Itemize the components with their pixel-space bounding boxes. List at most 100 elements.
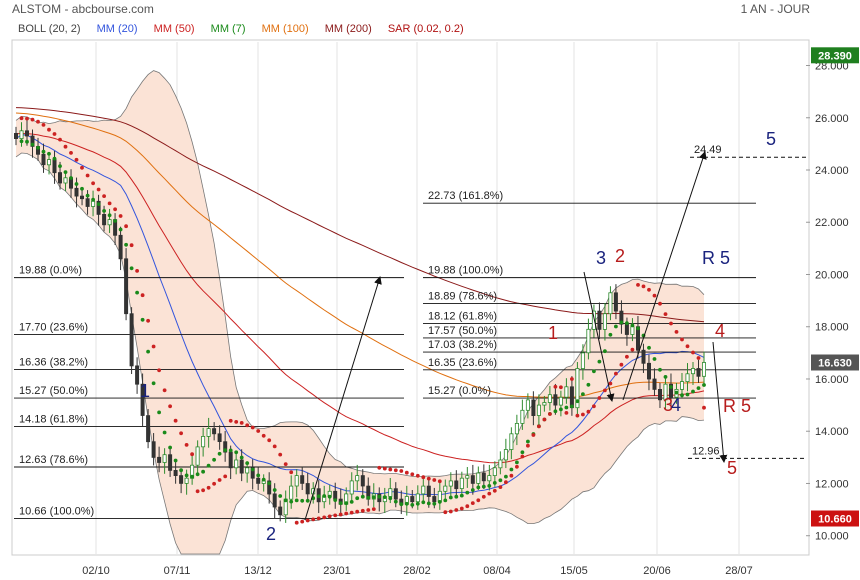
sar-dot	[498, 485, 503, 489]
fib-level-label: 17.57 (50.0%)	[428, 325, 497, 337]
mm7-dot	[80, 186, 84, 191]
mm7-dot	[333, 498, 338, 502]
price-badge	[811, 510, 859, 527]
fib-level-label: 14.18 (61.8%)	[19, 414, 88, 426]
sar-dot	[448, 509, 453, 514]
sar-dot	[41, 123, 46, 127]
bollinger-lower-line	[15, 152, 705, 555]
mm7-dot	[652, 357, 657, 361]
candle-body	[201, 435, 206, 448]
candle-body	[685, 373, 690, 382]
sar-dot	[349, 510, 354, 515]
sar-dot	[515, 464, 519, 469]
candle-body	[52, 159, 57, 174]
mm7-dot	[140, 317, 145, 322]
sar-dot	[509, 473, 514, 478]
candle-body	[564, 386, 569, 398]
candle-body	[300, 475, 305, 484]
sar-dot	[239, 421, 244, 425]
sar-dot	[625, 354, 629, 359]
candle-body	[234, 459, 239, 469]
candle-body	[393, 488, 398, 500]
sar-dot	[377, 465, 382, 470]
mm7-dot	[69, 176, 73, 180]
mm7-dot	[19, 139, 24, 144]
candle-body	[487, 475, 492, 482]
wave-label: 5	[727, 458, 737, 478]
sar-dot	[300, 519, 305, 524]
sar-dot	[581, 412, 585, 417]
mm7-dot	[630, 323, 635, 328]
candle-body	[355, 475, 360, 482]
mm7-dot	[382, 495, 387, 499]
candle-body	[696, 368, 701, 377]
mm7-dot	[272, 488, 277, 492]
mm7-dot	[107, 213, 112, 218]
sar-dot	[107, 201, 112, 206]
sar-dot	[658, 301, 662, 306]
candle-body	[157, 456, 162, 463]
sar-dot	[548, 412, 552, 416]
sar-dot	[173, 418, 178, 423]
sar-dot	[140, 293, 145, 298]
sar-dot	[316, 516, 321, 521]
fib-level-label: 16.36 (38.2%)	[19, 357, 88, 369]
candle-body	[140, 383, 145, 416]
mm7-dot	[465, 490, 470, 495]
sar-dot	[36, 119, 40, 124]
candle-body	[162, 454, 167, 463]
mm7-dot	[459, 493, 464, 498]
mm7-dot	[294, 498, 299, 503]
mm7-dot	[223, 448, 228, 452]
mm7-dot	[388, 496, 393, 501]
mm7-dot	[564, 405, 569, 410]
mm7-dot	[559, 407, 563, 412]
mm7-dot	[509, 467, 514, 472]
mm7-dot	[360, 494, 365, 499]
mm7-dot	[36, 145, 40, 150]
candle-body	[465, 475, 470, 479]
candle-body	[481, 472, 486, 482]
candle-body	[553, 394, 558, 406]
candle-body	[470, 475, 475, 484]
candle-body	[624, 323, 629, 335]
mm7-dot	[146, 349, 151, 354]
sar-dot	[432, 478, 437, 482]
mm7-dot	[349, 500, 354, 504]
candle-body	[184, 477, 189, 484]
sar-dot	[542, 417, 547, 422]
candle-body	[503, 449, 508, 461]
sar-dot	[289, 470, 294, 475]
candle-body	[41, 153, 46, 166]
mm7-dot	[74, 182, 79, 186]
sar-dot	[641, 284, 646, 289]
mm7-dot	[404, 501, 409, 506]
mm7-dot	[85, 193, 90, 198]
candle-body	[80, 195, 85, 200]
candle-body	[415, 493, 420, 503]
candle-body	[58, 172, 63, 184]
sar-dot	[190, 452, 195, 457]
sar-dot	[526, 443, 530, 448]
candle-body	[663, 383, 668, 401]
sar-dot	[201, 488, 206, 493]
mm7-dot	[432, 501, 437, 506]
sar-dot	[421, 475, 426, 480]
candle-body	[454, 480, 459, 490]
sar-dot	[157, 368, 162, 373]
mm7-dot	[212, 457, 217, 462]
mm7-dot	[190, 474, 195, 479]
mm7-dot	[553, 409, 558, 414]
sar-dot	[399, 469, 404, 473]
mm7-dot	[680, 393, 684, 398]
candle-body	[239, 459, 244, 474]
mm7-dot	[300, 498, 305, 503]
wave-label: R 5	[723, 396, 751, 416]
mm7-dot	[614, 324, 618, 329]
mm7-dot	[520, 450, 525, 455]
period-label[interactable]: 1 AN - JOUR	[740, 2, 810, 16]
legend-boll: BOLL (20, 2)	[18, 23, 81, 35]
candle-body	[91, 200, 96, 207]
mm7-dot	[256, 473, 261, 478]
